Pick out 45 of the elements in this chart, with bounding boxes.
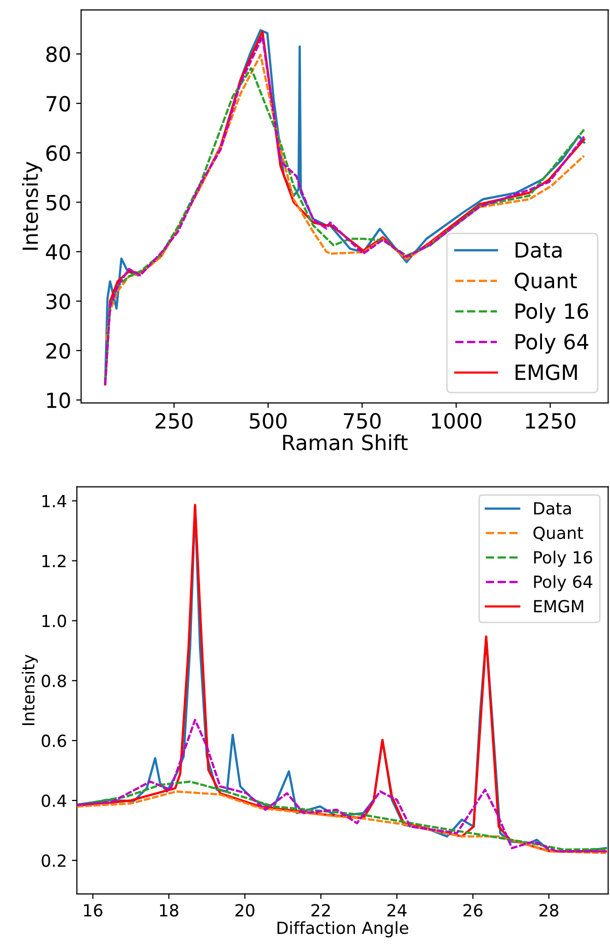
x-tick-label: 24	[387, 904, 407, 916]
y-tick-label: 0.8	[42, 674, 66, 688]
y-tick-label: 30	[46, 294, 70, 310]
y-axis-title: Intensity	[22, 654, 38, 725]
y-tick-label: 40	[46, 244, 70, 260]
x-tick-label: 20	[235, 904, 254, 917]
legend-label: Quant	[514, 272, 577, 291]
legend-label: Poly 16	[534, 550, 592, 567]
x-tick-label: 16	[84, 904, 102, 917]
legend-label: Quant	[533, 526, 584, 542]
x-tick-label: 1000	[432, 413, 482, 429]
legend-label: EMGM	[534, 600, 584, 613]
x-tick-label: 750	[344, 413, 381, 429]
x-tick-label: 22	[311, 904, 330, 916]
y-tick-label: 20	[46, 343, 70, 359]
legend-label: Poly 64	[516, 333, 588, 354]
line-series	[76, 718, 607, 853]
y-tick-label: 50	[46, 194, 70, 210]
x-axis-title: Raman Shift	[283, 434, 408, 450]
line-series	[76, 790, 607, 854]
y-tick-label: 60	[46, 145, 70, 162]
x-tick-label: 28	[540, 904, 558, 917]
y-tick-label: 10	[47, 392, 70, 408]
legend-label: Poly 64	[534, 575, 592, 592]
x-tick-label: 26	[463, 904, 482, 917]
x-tick-label: 500	[250, 413, 287, 429]
x-tick-label: 1250	[526, 413, 576, 429]
legend-label: Poly 16	[516, 302, 588, 324]
y-tick-label: 1.0	[42, 614, 66, 628]
x-axis-title: Diffaction Angle	[278, 921, 408, 938]
legend-label: EMGM	[516, 364, 577, 380]
y-tick-label: 70	[46, 96, 70, 112]
y-axis-title: Intensity	[22, 162, 42, 250]
legend-label: Data	[534, 502, 571, 515]
line-series	[76, 780, 607, 851]
legend-label: Data	[516, 242, 562, 258]
y-tick-label: 1.4	[42, 495, 66, 508]
line-series	[76, 504, 607, 853]
y-tick-label: 0.6	[42, 734, 66, 748]
y-tick-label: 0.2	[42, 854, 66, 867]
y-tick-label: 80	[46, 46, 70, 62]
x-tick-label: 18	[160, 904, 178, 917]
x-tick-label: 250	[156, 413, 193, 429]
y-tick-label: 0.4	[42, 794, 66, 808]
y-tick-label: 1.2	[42, 554, 66, 568]
